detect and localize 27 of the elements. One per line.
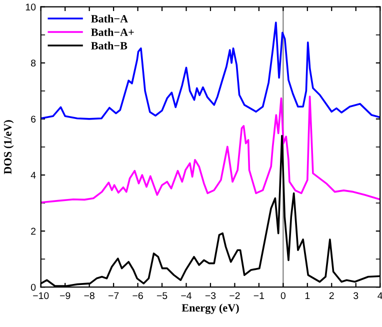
x-tick-label: −3 xyxy=(205,292,216,300)
legend-label: Bath−B xyxy=(91,42,128,50)
x-tick-label: −10 xyxy=(33,292,49,300)
line-series xyxy=(40,22,380,120)
x-tick-label: 3 xyxy=(354,292,358,300)
x-tick-label: 1 xyxy=(305,292,310,300)
x-axis-title: Energy (eV) xyxy=(182,304,239,314)
x-tick-label: 2 xyxy=(329,292,334,300)
line-series xyxy=(40,96,380,204)
x-tick-label: −6 xyxy=(132,292,143,300)
x-tick-label: −5 xyxy=(156,292,168,300)
legend-label: Bath−A xyxy=(91,14,128,23)
x-tick-label: −4 xyxy=(181,292,192,300)
x-tick-label: −2 xyxy=(230,292,240,300)
y-tick-label: 4 xyxy=(30,172,36,179)
y-tick-label: 6 xyxy=(31,116,36,123)
y-tick-label: 8 xyxy=(31,60,36,67)
legend-label: Bath−A+ xyxy=(91,28,134,36)
y-tick-label: 2 xyxy=(31,228,36,235)
x-tick-label: 0 xyxy=(280,292,286,300)
x-tick-label: −9 xyxy=(60,292,70,300)
y-axis-title: DOS (1/eV) xyxy=(4,120,14,174)
x-tick-label: −7 xyxy=(108,292,119,300)
x-tick-label: −8 xyxy=(84,292,94,300)
y-tick-label: 10 xyxy=(26,4,36,10)
x-tick-label: −1 xyxy=(254,292,264,300)
y-tick-label: 0 xyxy=(30,284,36,291)
